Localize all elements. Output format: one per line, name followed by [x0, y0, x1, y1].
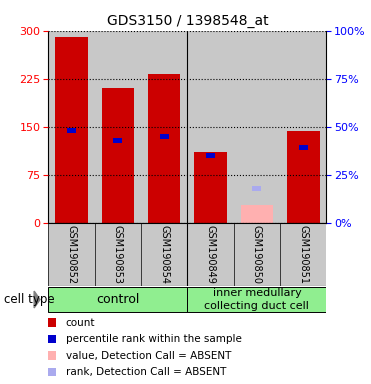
Text: GSM190851: GSM190851: [298, 225, 308, 284]
Text: percentile rank within the sample: percentile rank within the sample: [66, 334, 242, 344]
Bar: [280, 223, 326, 286]
Bar: [160, 134, 169, 139]
Text: control: control: [96, 293, 139, 306]
Bar: [95, 31, 141, 223]
FancyBboxPatch shape: [48, 286, 187, 313]
Text: inner medullary
collecting duct cell: inner medullary collecting duct cell: [204, 288, 309, 311]
Text: GSM190849: GSM190849: [206, 225, 216, 283]
Bar: [102, 88, 134, 223]
Bar: [234, 31, 280, 223]
Bar: [113, 138, 122, 142]
Bar: [287, 131, 319, 223]
Bar: [299, 146, 308, 150]
Text: GSM190852: GSM190852: [66, 225, 76, 284]
Bar: [252, 186, 262, 190]
Text: rank, Detection Call = ABSENT: rank, Detection Call = ABSENT: [66, 367, 226, 377]
Bar: [141, 31, 187, 223]
Bar: [241, 205, 273, 223]
Text: GSM190850: GSM190850: [252, 225, 262, 284]
Bar: [206, 153, 215, 158]
Bar: [48, 31, 95, 223]
Polygon shape: [34, 291, 40, 308]
Text: value, Detection Call = ABSENT: value, Detection Call = ABSENT: [66, 351, 231, 361]
Bar: [234, 223, 280, 286]
Bar: [67, 128, 76, 133]
Bar: [48, 223, 95, 286]
FancyBboxPatch shape: [187, 286, 326, 313]
Bar: [148, 74, 180, 223]
Bar: [194, 152, 227, 223]
Bar: [187, 223, 234, 286]
Bar: [55, 37, 88, 223]
Title: GDS3150 / 1398548_at: GDS3150 / 1398548_at: [106, 14, 268, 28]
Text: count: count: [66, 318, 95, 328]
Text: GSM190854: GSM190854: [159, 225, 169, 284]
Bar: [95, 223, 141, 286]
Bar: [280, 31, 326, 223]
Text: GSM190853: GSM190853: [113, 225, 123, 284]
Bar: [141, 223, 187, 286]
Text: cell type: cell type: [4, 293, 54, 306]
Bar: [187, 31, 234, 223]
